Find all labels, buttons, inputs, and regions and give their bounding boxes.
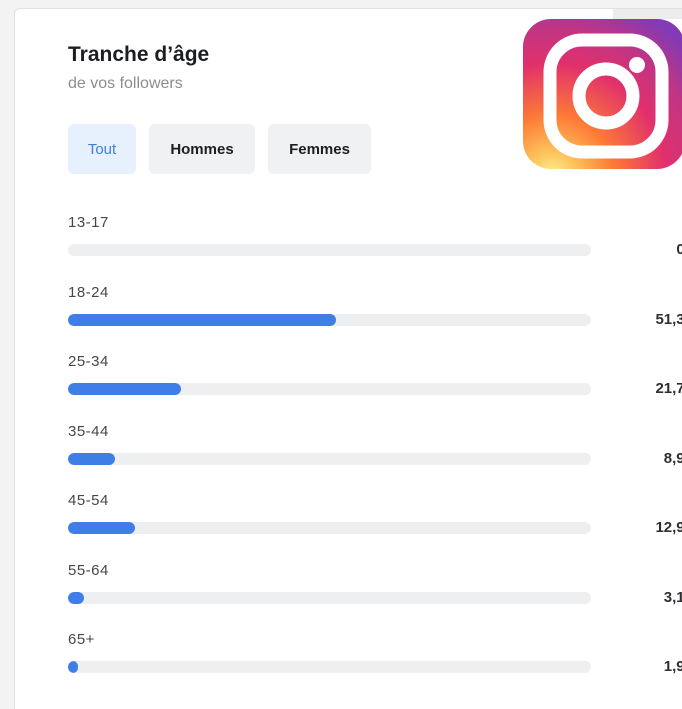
percentage-bar-fill — [68, 383, 182, 395]
percentage-value: 3,1% — [663, 588, 682, 606]
tab-women[interactable]: Femmes — [268, 124, 371, 174]
percentage-bar-track — [68, 661, 591, 673]
percentage-value: 8,9% — [663, 449, 682, 467]
card-title: Tranche d’âge — [68, 43, 210, 66]
age-range-label: 55-64 — [68, 561, 109, 579]
age-range-label: 13-17 — [68, 214, 109, 231]
age-row-18-24: 18-24 51,3% — [68, 284, 682, 354]
age-row-25-34: 25-34 21,7% — [68, 353, 682, 423]
age-row-55-64: 55-64 3,1% — [68, 562, 682, 632]
age-range-label: 35-44 — [68, 422, 109, 440]
card-edge — [613, 9, 682, 19]
card-subtitle: de vos followers — [68, 75, 183, 92]
percentage-value: 12,9% — [655, 519, 682, 536]
gender-filter-tabs: Tout Hommes Femmes — [68, 124, 371, 174]
age-row-45-54: 45-54 12,9% — [68, 492, 682, 562]
tab-all[interactable]: Tout — [68, 124, 136, 174]
age-row-13-17: 13-17 0% — [68, 214, 682, 284]
percentage-value: 1,9% — [663, 658, 682, 675]
percentage-value: 51,3% — [655, 310, 682, 328]
percentage-bar-track — [68, 591, 591, 604]
percentage-bar-fill — [68, 452, 115, 465]
percentage-value: 0% — [676, 241, 682, 258]
age-range-label: 25-34 — [68, 353, 109, 370]
percentage-bar-track — [68, 383, 591, 395]
percentage-bar-track — [68, 244, 591, 256]
percentage-bar-fill — [68, 661, 78, 673]
age-range-label: 18-24 — [68, 283, 109, 301]
percentage-bar-track — [68, 313, 591, 326]
percentage-bar-fill — [68, 591, 85, 604]
age-range-label: 45-54 — [68, 492, 109, 509]
percentage-bar-fill — [68, 522, 136, 534]
percentage-bar-fill — [68, 313, 337, 326]
instagram-logo-icon — [523, 19, 682, 169]
age-range-list: 13-17 0% 18-24 51,3% 25-34 21,7% 35-44 8… — [68, 214, 682, 701]
percentage-value: 21,7% — [655, 380, 682, 397]
percentage-bar-track — [68, 452, 591, 465]
age-row-35-44: 35-44 8,9% — [68, 423, 682, 493]
age-range-label: 65+ — [68, 631, 95, 648]
percentage-bar-track — [68, 522, 591, 534]
instagram-glyph-icon — [543, 33, 669, 159]
age-row-65-plus: 65+ 1,9% — [68, 631, 682, 701]
tab-men[interactable]: Hommes — [149, 124, 255, 174]
